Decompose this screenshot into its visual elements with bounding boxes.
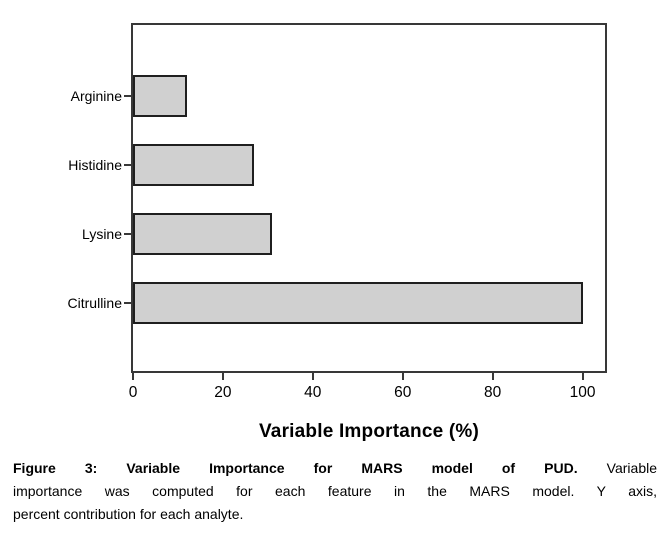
x-axis-title: Variable Importance (%): [258, 421, 479, 442]
y-axis-tick: [124, 95, 131, 97]
x-axis-tick: [401, 373, 404, 380]
x-axis-tick-label-60: 60: [394, 384, 412, 401]
y-axis-label-histidine: Histidine: [68, 157, 122, 173]
bar-histidine: [133, 144, 255, 186]
y-axis-tick: [124, 164, 131, 166]
x-axis-tick-label-40: 40: [304, 384, 322, 401]
x-axis-tick: [132, 373, 134, 380]
plot-area: [131, 23, 607, 373]
x-axis-tick: [491, 373, 494, 380]
x-axis-tick: [581, 373, 584, 380]
y-axis-tick: [124, 233, 131, 235]
caption-line-2: importance was computed for each feature…: [13, 483, 657, 499]
y-axis-label-citrulline: Citrulline: [67, 295, 122, 311]
caption-title-bold: Figure 3: Variable Importance for MARS m…: [13, 460, 578, 476]
bar-citrulline: [133, 282, 583, 324]
caption-line-1: Figure 3: Variable Importance for MARS m…: [13, 457, 657, 480]
y-axis-label-arginine: Arginine: [70, 88, 122, 104]
caption-line-1-rest: Variable: [606, 460, 657, 476]
x-axis-tick: [311, 373, 314, 380]
x-axis-tick-label-80: 80: [483, 384, 502, 401]
x-axis-tick-label-100: 100: [569, 384, 596, 401]
y-axis-label-lysine: Lysine: [82, 226, 122, 242]
figure-caption: Figure 3: Variable Importance for MARS m…: [13, 457, 657, 526]
x-axis-tick-label-0: 0: [128, 384, 138, 401]
x-axis-tick: [221, 373, 224, 380]
bar-arginine: [133, 75, 187, 117]
caption-line-3: percent contribution for each analyte.: [13, 506, 244, 522]
y-axis-tick: [124, 302, 131, 304]
x-axis-tick-label-20: 20: [214, 384, 232, 401]
bar-lysine: [133, 213, 273, 255]
